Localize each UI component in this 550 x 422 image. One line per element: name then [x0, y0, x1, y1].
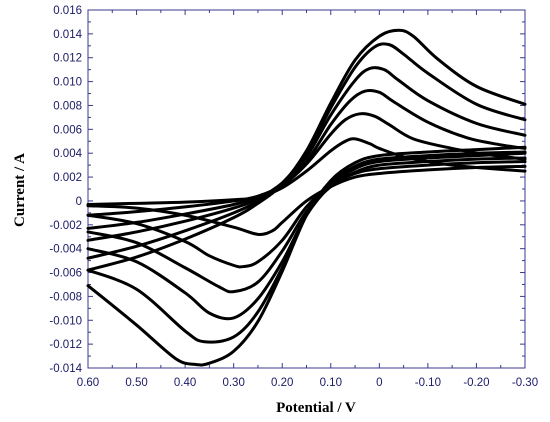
- y-tick-label: 0: [76, 196, 82, 208]
- y-axis-title: Current / A: [12, 153, 28, 227]
- y-tick-label: 0.010: [53, 77, 82, 89]
- y-tick-label: -0.006: [49, 268, 82, 280]
- y-tick-label: -0.004: [49, 244, 82, 256]
- y-tick-label: -0.010: [49, 315, 82, 327]
- cv-reverse-scan-6: [86, 145, 527, 367]
- plot-area: [87, 9, 526, 369]
- cv-forward-scan-5: [86, 42, 527, 260]
- x-tick-label: 0.40: [174, 377, 196, 389]
- x-tick-label: 0.30: [222, 377, 244, 389]
- x-tick-label: 0.60: [77, 377, 99, 389]
- x-tick-label: -0.30: [512, 377, 538, 389]
- cv-forward-scan-2: [86, 112, 527, 217]
- cv-forward-scan-4: [86, 66, 527, 242]
- y-tick-label: -0.002: [49, 220, 82, 232]
- x-tick-label: -0.20: [463, 377, 489, 389]
- cv-forward-scan-6: [86, 28, 527, 272]
- cv-reverse-scan-2: [86, 160, 527, 269]
- cv-reverse-scan-1: [86, 164, 527, 236]
- y-tick-label: 0.002: [53, 172, 82, 184]
- y-tick-label: 0.006: [53, 124, 82, 136]
- y-tick-label: 0.004: [53, 148, 82, 160]
- x-tick-label: 0: [376, 377, 382, 389]
- y-tick-label: 0.008: [53, 100, 82, 112]
- cv-reverse-scan-3: [86, 156, 527, 294]
- y-tick-label: 0.016: [53, 5, 82, 17]
- cv-curves: [86, 28, 527, 367]
- y-axis-ticks: 0.016 0.014 0.012 0.010 0.008 0.006 0.004 0.002…: [49, 5, 525, 375]
- y-tick-label: -0.008: [49, 291, 82, 303]
- x-tick-label: 0.10: [320, 377, 342, 389]
- y-tick-label: -0.012: [49, 339, 82, 351]
- x-tick-label: 0.20: [271, 377, 293, 389]
- x-tick-label: 0.50: [125, 377, 147, 389]
- x-axis-title: Potential / V: [276, 400, 356, 416]
- y-tick-label: -0.014: [49, 363, 82, 375]
- cv-forward-scan-1: [86, 137, 527, 207]
- x-axis-ticks: 0.60 0.50 0.40 0.30 0.20 0.10 0 -0.10 -0.20 -0.30: [77, 10, 538, 389]
- y-tick-label: 0.014: [53, 29, 82, 41]
- x-tick-label: -0.10: [415, 377, 441, 389]
- cv-forward-scan-3: [86, 88, 527, 230]
- y-tick-label: 0.012: [53, 53, 82, 65]
